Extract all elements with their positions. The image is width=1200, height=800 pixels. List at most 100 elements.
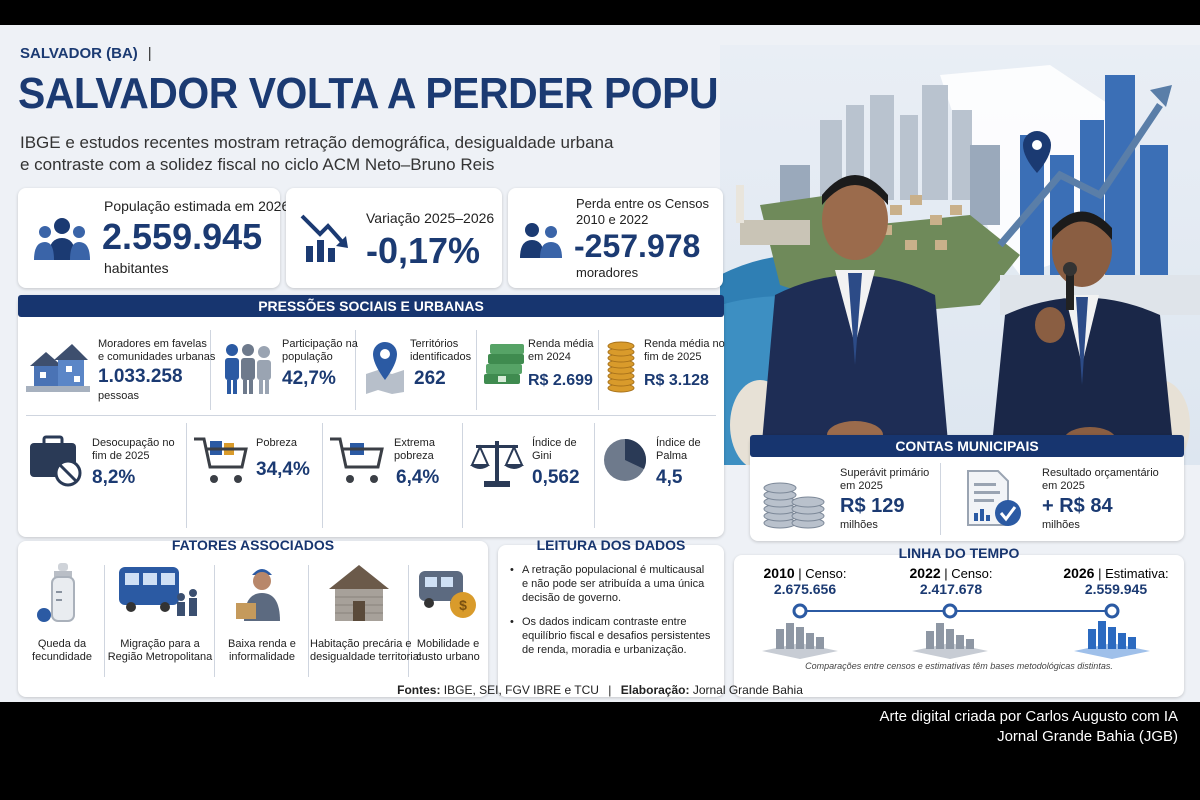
baby-bottle-icon (37, 563, 75, 622)
factor-income-label1: Baixa renda e (228, 638, 296, 650)
timeline-graphic (762, 603, 1150, 659)
timeline-2026-kind: Estimativa: (1105, 566, 1169, 581)
timeline-2026-year: 2026 (1063, 565, 1095, 581)
people-icon (225, 344, 271, 394)
pressure-income2025-label1: Renda média no (644, 338, 725, 350)
kpi-loss-label1: Perda entre os Censos (576, 196, 709, 211)
pressure-item-unemployment: Desocupação no fim de 2025 8,2% (26, 423, 184, 528)
factor-mobility-label2: custo urbano (416, 651, 480, 663)
pressure-item-income-2024: Renda média em 2024 R$ 2.699 (482, 330, 596, 410)
factor-item-fertility: Queda da fecundidade (20, 555, 104, 695)
pressure-territories-value: 262 (414, 368, 446, 389)
pressure-item-income-2025: Renda média no fim de 2025 R$ 3.128 (604, 330, 725, 410)
pressure-income2024-value: R$ 2.699 (528, 372, 593, 389)
scale-icon (470, 441, 524, 487)
pressure-gini-label1: Índice de (532, 437, 577, 449)
kpi-population-unit: habitantes (104, 260, 169, 276)
kpi-population-label: População estimada em 2026 (104, 198, 290, 214)
sources-label: Fontes: (397, 683, 441, 697)
timeline-2022-value: 2.417.678 (919, 581, 983, 597)
factor-item-mobility: $ Mobilidade e custo urbano (410, 555, 486, 695)
pressure-income2025-label2: fim de 2025 (644, 351, 702, 363)
timeline-2022-year: 2022 (909, 565, 941, 581)
pressure-item-poverty: Pobreza 34,4% (192, 423, 320, 528)
footer-separator: | (608, 683, 612, 697)
timeline-2026-value: 2.559.945 (1084, 581, 1148, 597)
timeline-title: LINHA DO TEMPO (898, 545, 1020, 561)
location-label: SALVADOR (BA) | (20, 45, 152, 62)
kpi-variation-label: Variação 2025–2026 (366, 210, 495, 226)
timeline-2010-value: 2.675.656 (773, 581, 837, 597)
worker-icon (236, 569, 280, 621)
cart-icon (194, 437, 248, 483)
accounts-surplus-unit: milhões (840, 519, 878, 531)
kpi-variation-value: -0,17% (366, 230, 481, 271)
reading-bullet-2: • Os dados indicam contraste entre equilí… (510, 616, 711, 656)
pressure-territories-label2: identificados (410, 351, 472, 363)
pressures-title: PRESSÕES SOCIAIS E URBANAS (18, 295, 724, 317)
accounts-budget-unit: milhões (1042, 519, 1080, 531)
kpi-loss-unit: moradores (576, 265, 639, 280)
pressure-extreme-value: 6,4% (396, 467, 440, 488)
pressure-item-favelas: Moradores em favelas e comunidades urbana… (26, 330, 215, 410)
factor-income-label2: informalidade (228, 651, 296, 663)
pressure-favelas-unit: pessoas (98, 390, 139, 402)
coins-icon (607, 341, 635, 393)
factor-item-housing: Habitação precária e desigualdade territo… (310, 555, 421, 695)
pressure-palma-label1: Índice de (656, 437, 701, 449)
pressures-panel (18, 295, 724, 537)
reading-panel (498, 545, 724, 697)
timeline-note: Comparações entre censos e estimativas t… (805, 661, 1113, 671)
reading-title: LEITURA DOS DADOS (536, 537, 686, 553)
elaboration-text: Jornal Grande Bahia (692, 683, 803, 697)
timeline-point-2026: 2026 | Estimativa: 2.559.945 (1054, 565, 1178, 597)
factor-fertility-label1: Queda da (37, 638, 87, 650)
factor-housing-label1: Habitação precária e (310, 638, 412, 650)
people-icon (34, 218, 90, 260)
kpi-population-card: População estimada em 2026 2.559.945 hab… (18, 188, 289, 288)
pressure-poverty-label1: Pobreza (256, 437, 297, 449)
pressure-gini-value: 0,562 (532, 467, 580, 488)
pressure-gini-label2: Gini (532, 450, 552, 462)
timeline-panel (734, 555, 1184, 697)
pressure-favelas-value: 1.033.258 (98, 366, 183, 387)
factor-fertility-label2: fecundidade (32, 651, 92, 663)
svg-text:$: $ (459, 597, 467, 613)
pressure-unemployment-value: 8,2% (92, 467, 136, 488)
pressure-territories-label1: Territórios (410, 338, 459, 350)
timeline-point-2010: 2010 | Censo: 2.675.656 (750, 565, 860, 597)
pressure-participation-value: 42,7% (282, 368, 336, 389)
pressure-participation-label1: Participação na (282, 338, 358, 350)
accounts-budget-label2: em 2025 (1042, 480, 1085, 492)
factors-title: FATORES ASSOCIADOS (171, 537, 335, 553)
briefcase-icon (30, 435, 82, 487)
timeline-2022-kind: Censo: (951, 566, 993, 581)
pressure-item-participation: Participação na população 42,7% (216, 330, 358, 410)
subtitle-line1: IBGE e estudos recentes mostram retração… (20, 133, 614, 152)
pressure-item-palma: Índice de Palma 4,5 (600, 423, 720, 528)
timeline-2010-kind: Censo: (805, 566, 847, 581)
pressure-item-territories: Territórios identificados 262 (362, 330, 472, 410)
cash-icon (484, 344, 524, 384)
pressure-poverty-value: 34,4% (256, 459, 310, 480)
sources-text: IBGE, SEI, FGV IBRE e TCU (443, 683, 599, 697)
accounts-surplus-label2: em 2025 (840, 480, 883, 492)
pressure-unemployment-label1: Desocupação no (92, 437, 175, 449)
factor-migration-label2: Região Metropolitana (107, 651, 213, 663)
kpi-population-value: 2.559.945 (102, 216, 263, 257)
cart-icon (330, 437, 384, 483)
pressure-income2024-label2: em 2024 (528, 351, 571, 363)
city-illustration (720, 45, 1200, 470)
kpi-loss-value: -257.978 (574, 228, 701, 264)
kpi-loss-card: Perda entre os Censos 2010 e 2022 -257.9… (508, 188, 723, 288)
pressure-income2024-label1: Renda média (528, 338, 594, 350)
factor-item-migration: Migração para a Região Metropolitana (106, 555, 214, 695)
sources-footer: Fontes: IBGE, SEI, FGV IBRE e TCU | Elab… (0, 683, 1200, 697)
accounts-item-surplus: Superávit primário em 2025 R$ 129 milhões (758, 461, 938, 537)
pressure-unemployment-label2: fim de 2025 (92, 450, 150, 462)
pressure-favelas-label1: Moradores em favelas (98, 338, 207, 350)
pressure-income2025-value: R$ 3.128 (644, 372, 709, 389)
accounts-surplus-label1: Superávit primário (840, 467, 930, 479)
subtitle-line2: e contraste com a solidez fiscal no cicl… (20, 155, 495, 174)
pressure-palma-label2: Palma (656, 450, 688, 462)
